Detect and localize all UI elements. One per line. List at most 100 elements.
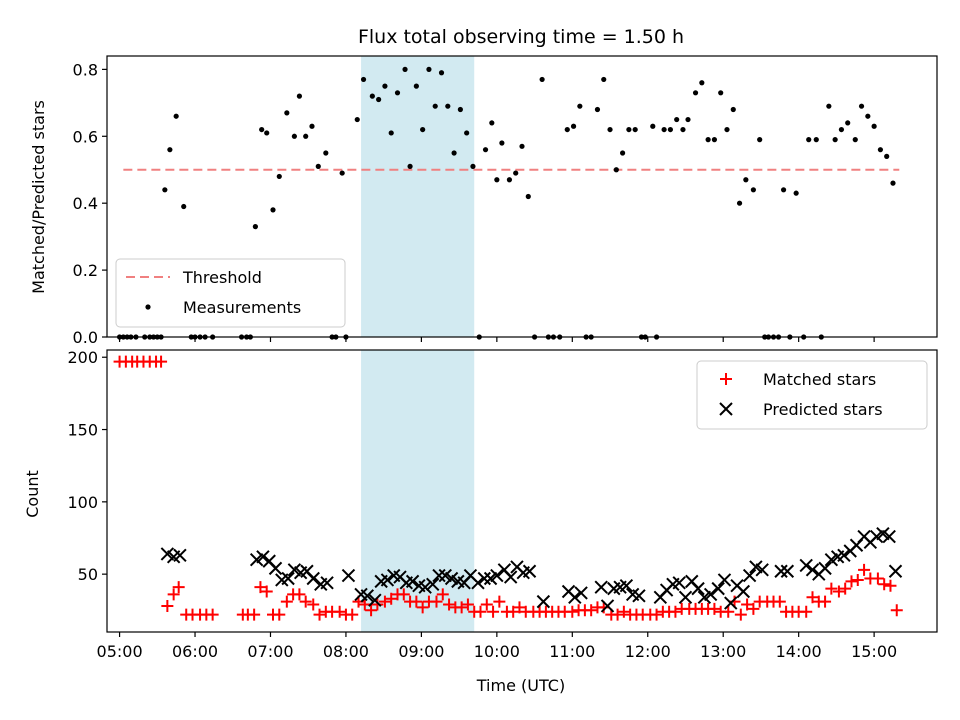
measurement-point — [813, 137, 819, 143]
measurement-point — [276, 173, 282, 180]
matched-star-point — [839, 582, 852, 595]
y-tick-label: 150 — [67, 421, 98, 440]
measurement-point — [464, 130, 470, 136]
matched-star-point — [878, 578, 891, 591]
measurement-point — [780, 187, 787, 193]
matched-star-point — [430, 595, 443, 608]
matched-star-point — [313, 608, 326, 621]
matched-star-point — [487, 605, 500, 618]
measurement-point — [724, 126, 730, 133]
measurement-point — [402, 66, 408, 72]
predicted-star-point — [774, 564, 788, 578]
matched-star-point — [410, 595, 423, 608]
top-legend-box — [115, 258, 346, 328]
matched-star-point — [611, 608, 624, 621]
matched-star-point — [455, 601, 468, 614]
x-tick-label: 09:00 — [398, 642, 444, 661]
predicted-star-point — [368, 593, 382, 607]
matched-star-point — [825, 582, 838, 595]
matched-star-point — [206, 608, 219, 621]
y-tick-label: 100 — [67, 493, 98, 512]
measurement-point — [506, 177, 513, 183]
measurement-point — [705, 137, 711, 143]
matched-star-point — [172, 581, 185, 594]
predicted-star-point — [736, 584, 751, 599]
matched-star-point — [378, 595, 391, 608]
predicted-star-point — [594, 580, 608, 594]
matched-star-point — [617, 605, 630, 618]
observing-window-shade-bottom — [361, 350, 475, 632]
measurement-point — [884, 153, 890, 159]
matched-star-point — [385, 592, 398, 605]
measurement-point — [264, 130, 270, 136]
measurement-point — [564, 126, 570, 133]
predicted-star-point — [380, 573, 395, 587]
x-tick-label: 07:00 — [247, 642, 293, 661]
bottom-y-ticks: 50 100 150 200 — [67, 348, 107, 584]
measurement-point — [793, 190, 799, 196]
measurement-point — [519, 143, 525, 149]
bottom-legend-box — [696, 360, 928, 430]
predicted-star-point — [173, 548, 187, 563]
top-legend: Threshold Measurements — [115, 258, 346, 328]
legend-measurements-swatch — [145, 304, 151, 310]
predicted-star-point — [426, 577, 440, 591]
matched-star-point — [884, 579, 897, 592]
matched-star-point — [708, 602, 721, 615]
predicted-star-point — [619, 579, 634, 593]
matched-star-point — [493, 595, 506, 608]
x-tick-label: 06:00 — [172, 642, 218, 661]
predicted-star-point — [780, 564, 795, 578]
measurement-point — [601, 76, 607, 83]
predicted-star-point — [490, 568, 504, 583]
matched-star-point — [167, 588, 180, 601]
measurement-point — [692, 90, 699, 96]
predicted-star-point — [536, 594, 551, 609]
measurement-point — [315, 163, 321, 169]
predicted-star-point — [477, 571, 491, 586]
measurement-point — [413, 83, 419, 89]
x-axis-label: Time (UTC) — [476, 676, 565, 695]
measurement-point — [284, 110, 290, 116]
bottom-x-ticks: 05:00 06:00 07:00 08:00 09:00 10:00 11:00 12:00… — [97, 632, 897, 661]
bottom-panel: 50 100 150 200 05:00 06:00 07:00 08:00 09:00 10:… — [23, 348, 938, 695]
measurement-point — [806, 137, 812, 143]
measurement-point — [730, 106, 736, 113]
bottom-y-axis-label: Count — [23, 470, 42, 518]
measurement-point — [680, 126, 686, 133]
measurement-point — [489, 120, 495, 126]
x-tick-label: 05:00 — [97, 642, 143, 661]
matched-star-point — [248, 608, 261, 621]
x-tick-label: 14:00 — [776, 642, 822, 661]
matched-star-point — [669, 605, 682, 618]
measurement-point — [699, 80, 705, 86]
measurement-point — [259, 126, 265, 133]
matched-star-point — [161, 599, 174, 612]
matched-star-point — [741, 598, 754, 611]
measurement-point — [451, 150, 457, 156]
measurement-point — [438, 70, 445, 76]
predicted-star-point — [600, 599, 615, 613]
predicted-star-point — [256, 550, 270, 564]
predicted-star-point — [672, 576, 686, 590]
measurement-point — [432, 103, 438, 109]
predicted-star-point — [360, 589, 375, 603]
predicted-star-point — [711, 581, 725, 596]
y-tick-label: 0.2 — [73, 261, 98, 280]
predicted-star-point — [742, 568, 757, 583]
predicted-star-point — [805, 563, 820, 577]
measurement-point — [718, 90, 724, 96]
matched-star-point — [650, 608, 663, 621]
matched-star-point — [371, 598, 384, 611]
matched-star-point — [260, 585, 273, 598]
matched-star-point — [397, 588, 410, 601]
predicted-star-point — [882, 529, 896, 544]
predicted-star-point — [320, 576, 334, 590]
measurement-point — [838, 126, 845, 133]
legend-predicted-label: Predicted stars — [763, 400, 883, 419]
matched-star-point — [346, 608, 359, 621]
matched-star-point — [858, 563, 871, 576]
predicted-star-point — [818, 561, 832, 576]
predicted-star-point — [568, 590, 582, 604]
measurement-point — [494, 177, 500, 183]
